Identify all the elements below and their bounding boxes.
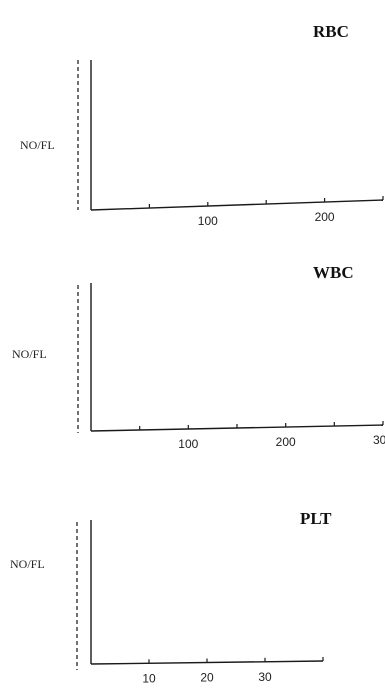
rbc-title: RBC (313, 22, 349, 41)
plt-y-axis-label: NO/FL (10, 557, 45, 571)
wbc-x-ticks: 100 200 300 (139, 421, 385, 451)
plt-x-tick-label: 30 (258, 670, 272, 684)
plt-x-tick-label: 20 (200, 671, 214, 685)
plt-x-ticks: 10 20 30 (142, 657, 324, 685)
wbc-x-tick-label: 200 (276, 435, 296, 449)
wbc-x-tick-label: 300 (373, 433, 385, 447)
wbc-histogram: WBC NO/FL 100 200 300 (12, 263, 385, 451)
plt-title: PLT (300, 509, 332, 528)
rbc-y-axis-label: NO/FL (20, 138, 55, 152)
rbc-x-axis (90, 199, 384, 211)
rbc-x-tick-label: 200 (315, 210, 335, 224)
rbc-x-ticks: 100 200 (148, 196, 384, 228)
wbc-title: WBC (313, 263, 354, 282)
wbc-x-tick-label: 100 (178, 437, 198, 451)
wbc-y-axis-label: NO/FL (12, 347, 47, 361)
rbc-histogram: RBC NO/FL 100 200 (20, 22, 384, 228)
plt-histogram: PLT NO/FL 10 20 30 (10, 509, 332, 685)
plt-x-tick-label: 10 (142, 671, 156, 685)
rbc-x-tick-label: 100 (198, 214, 218, 228)
